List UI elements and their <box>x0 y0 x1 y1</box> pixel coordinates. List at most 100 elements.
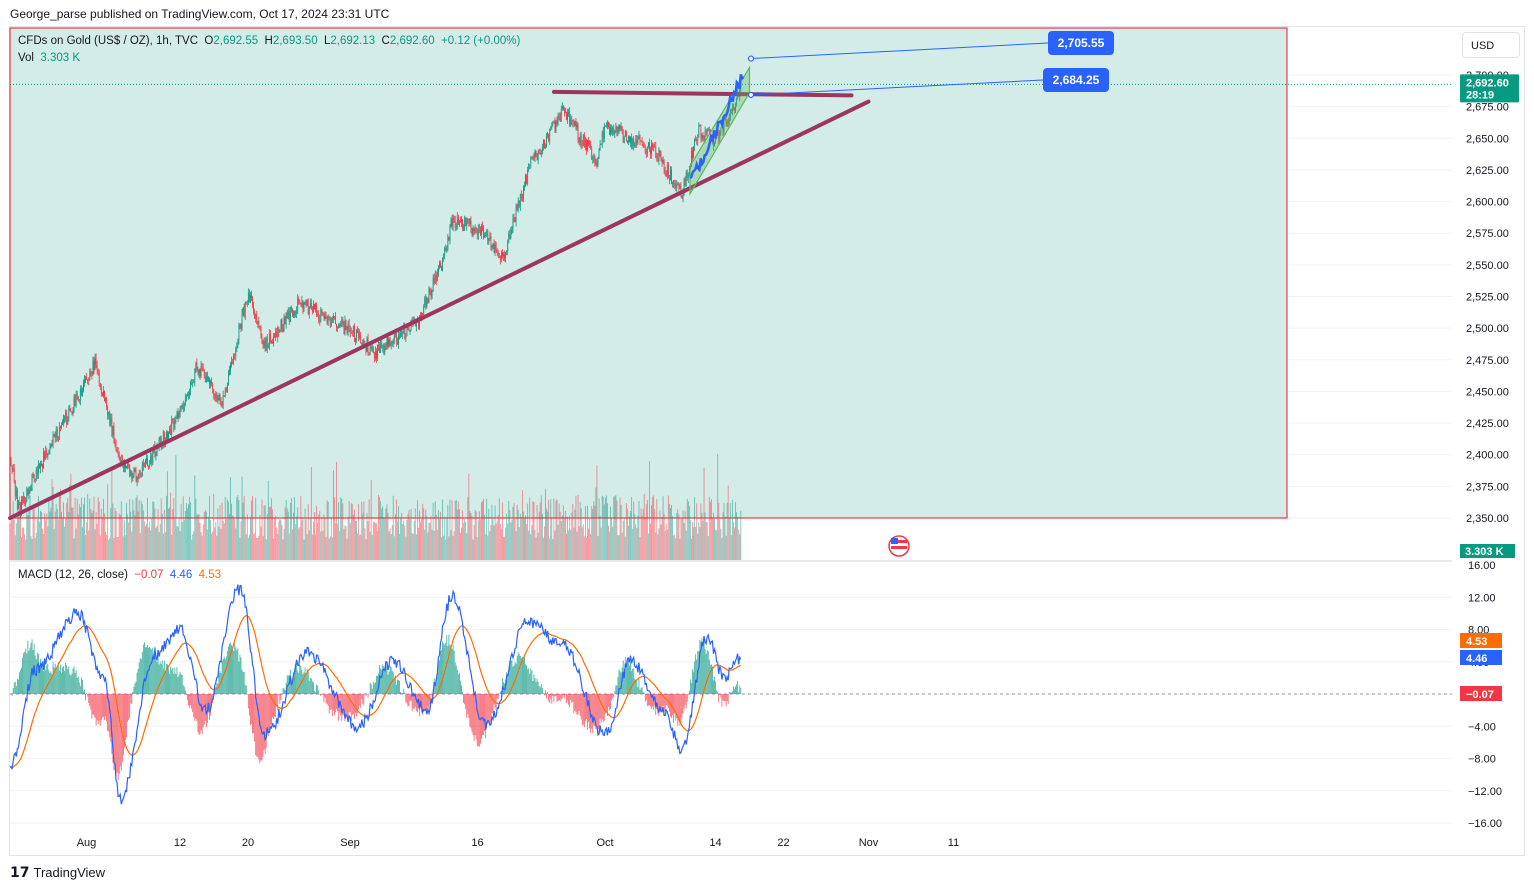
volume-bar <box>579 502 581 560</box>
candle-body <box>658 150 660 161</box>
candle-body <box>282 329 284 332</box>
volume-bar <box>169 507 171 560</box>
macd-histogram-bar <box>543 693 544 694</box>
macd-histogram-bar <box>656 694 658 709</box>
candle-body <box>517 200 519 210</box>
candle-body <box>474 228 476 232</box>
macd-histogram-bar <box>709 665 711 694</box>
currency-button[interactable]: USD <box>1462 32 1520 58</box>
volume-bar <box>550 499 552 560</box>
candle-body <box>394 333 396 336</box>
volume-bar <box>105 531 106 560</box>
volume-bar <box>198 514 200 560</box>
macd-histogram-bar <box>126 694 127 738</box>
candle-body <box>535 151 537 157</box>
volume-bar <box>126 503 127 560</box>
candle-body <box>574 121 576 127</box>
macd-histogram-bar <box>302 674 304 694</box>
candle-body <box>527 169 529 184</box>
candle-body <box>580 136 582 145</box>
volume-bar <box>642 509 644 560</box>
volume-bar <box>199 523 201 560</box>
macd-histogram-bar <box>364 693 366 694</box>
candle-body <box>357 330 358 333</box>
macd-histogram-bar <box>191 694 193 709</box>
countdown-label: 28:19 <box>1466 89 1494 101</box>
macd-histogram-bar <box>586 694 587 719</box>
volume-bar <box>681 517 683 560</box>
macd-histogram-bar <box>254 694 256 742</box>
volume-bar <box>148 527 150 560</box>
volume-bar <box>425 509 427 560</box>
volume-bar <box>379 497 381 560</box>
macd-histogram-bar <box>389 665 391 694</box>
candle-body <box>116 450 118 453</box>
candle-body <box>397 342 398 345</box>
macd-histogram-bar <box>257 694 259 758</box>
volume-bar <box>689 520 691 560</box>
volume-bar <box>442 499 444 560</box>
candle-body <box>492 244 494 247</box>
volume-bar <box>121 519 123 560</box>
volume-bar <box>470 513 472 560</box>
macd-histogram-bar <box>672 694 673 716</box>
macd-histogram-bar <box>525 664 526 694</box>
macd-histogram-bar <box>82 680 83 694</box>
candle-body <box>294 312 295 315</box>
macd-histogram-bar <box>128 694 130 720</box>
volume-bar <box>254 533 256 560</box>
volume-bar <box>99 535 101 560</box>
volume-bar <box>535 537 537 560</box>
candle-body <box>428 289 430 303</box>
candle-body <box>697 136 699 142</box>
macd-histogram-bar <box>159 661 161 694</box>
macd-histogram-bar <box>219 671 221 694</box>
macd-histogram-bar <box>245 685 247 694</box>
candle-body <box>142 463 144 466</box>
volume-bar <box>215 522 217 560</box>
volume-bar <box>21 536 22 560</box>
volume-bar <box>720 528 722 560</box>
volume-bar <box>238 500 240 560</box>
volume-bar <box>691 538 692 560</box>
macd-histogram-bar <box>623 668 625 694</box>
macd-histogram-bar <box>314 690 315 694</box>
volume-bar <box>451 500 453 560</box>
volume-bar <box>278 521 280 560</box>
macd-histogram-bar <box>129 694 131 719</box>
macd-histogram-bar <box>496 694 498 699</box>
volume-bar <box>611 517 613 560</box>
volume-bar <box>114 508 116 560</box>
volume-bar <box>185 503 187 560</box>
macd-histogram-bar <box>265 694 267 749</box>
volume-bar <box>401 512 403 560</box>
candle-body <box>452 217 454 227</box>
macd-histogram-bar <box>438 660 439 694</box>
candle-body <box>594 155 596 164</box>
volume-bar <box>27 514 29 560</box>
macd-histogram-bar <box>344 694 346 722</box>
volume-bar <box>406 519 408 560</box>
volume-bar <box>615 495 617 560</box>
macd-histogram-bar <box>112 694 114 763</box>
macd-histogram-bar <box>138 662 140 694</box>
volume-bar <box>20 510 21 560</box>
candle-body <box>630 137 631 143</box>
volume-bar <box>620 504 622 560</box>
candle-body <box>392 340 394 343</box>
macd-histogram-bar <box>637 687 639 694</box>
candle-body <box>418 318 419 327</box>
macd-histogram-bar <box>87 694 89 697</box>
volume-bar <box>78 504 80 560</box>
volume-bar <box>151 517 153 560</box>
candle-body <box>491 246 493 248</box>
price-tick-label: 2,425.00 <box>1466 418 1509 430</box>
volume-bar <box>128 522 130 560</box>
candle-body <box>448 237 450 241</box>
candle-body <box>596 162 598 166</box>
volume-bar <box>668 503 670 560</box>
volume-bar <box>275 515 277 560</box>
volume-bar <box>196 514 198 560</box>
macd-histogram-bar <box>67 668 69 694</box>
